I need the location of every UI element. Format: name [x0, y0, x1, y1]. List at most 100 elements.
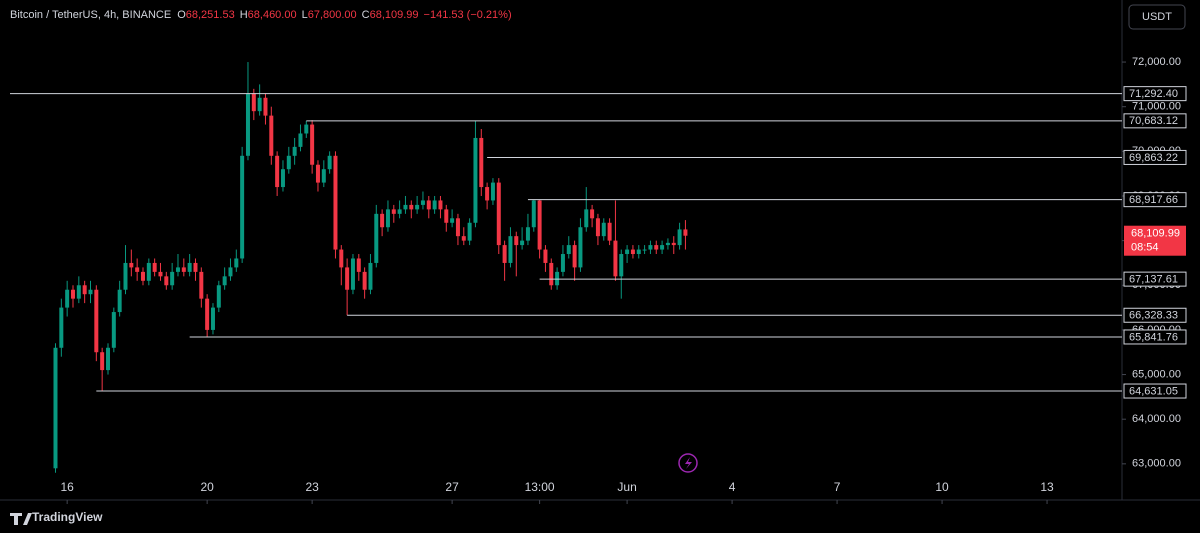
candle-body	[152, 262, 157, 272]
y-tick-label: 72,000.00	[1132, 56, 1181, 68]
level-label: 68,917.66	[1129, 194, 1178, 206]
symbol: Bitcoin / TetherUS, 4h, BINANCE	[10, 9, 171, 21]
x-tick-label: Jun	[617, 480, 636, 494]
x-tick-label: 7	[834, 480, 841, 494]
x-tick-label: 10	[935, 480, 949, 494]
candle-body	[595, 218, 600, 237]
x-tick-label: 4	[729, 480, 736, 494]
candle-body	[368, 262, 373, 290]
y-tick-label: 65,000.00	[1132, 368, 1181, 380]
candle-body	[350, 258, 355, 290]
legend-header: Bitcoin / TetherUS, 4h, BINANCE O 68,251.…	[10, 9, 512, 21]
candle-body	[76, 285, 81, 299]
level-label: 64,631.05	[1129, 385, 1178, 397]
candle-body	[415, 204, 420, 210]
candle-body	[245, 93, 250, 156]
candle-body	[100, 352, 105, 371]
candle-body	[257, 97, 262, 112]
level-label-box	[1123, 271, 1187, 287]
candle-body	[409, 204, 414, 210]
candle-body	[321, 169, 326, 183]
candle-body	[140, 271, 145, 281]
candle-body	[671, 242, 676, 246]
candle-body	[508, 236, 513, 263]
candle-body	[304, 124, 309, 134]
header-c: 68,109.99	[370, 9, 419, 21]
candle-body	[170, 271, 175, 286]
header-o: 68,251.53	[186, 9, 235, 21]
lightning-glyph	[685, 457, 692, 469]
candle-body	[158, 271, 163, 277]
candle-body	[683, 229, 688, 236]
candle-body	[216, 285, 221, 308]
y-tick-label: 64,000.00	[1132, 413, 1181, 425]
x-tick-label: 13	[1040, 480, 1054, 494]
candle-body	[327, 155, 332, 170]
header-h-label: H	[240, 9, 248, 21]
candle-body	[420, 200, 425, 205]
candle-body	[479, 137, 484, 188]
header-o-label: O	[177, 9, 186, 21]
x-tick-label: 16	[60, 480, 74, 494]
candle-body	[345, 267, 350, 290]
header-c-label: C	[362, 9, 370, 21]
candle-body	[269, 115, 274, 156]
level-label-box	[1123, 192, 1187, 208]
candle-body	[654, 245, 659, 250]
candle-body	[566, 245, 571, 255]
candle-body	[374, 213, 379, 263]
candle-body	[514, 236, 519, 246]
candle-body	[572, 245, 577, 268]
level-label-box	[1123, 383, 1187, 399]
candle-body	[362, 271, 367, 290]
level-label: 70,683.12	[1129, 115, 1178, 127]
candle-body	[403, 204, 408, 210]
candle-body	[607, 222, 612, 241]
candle-body	[339, 249, 344, 268]
candle-body	[438, 200, 443, 210]
level-label: 65,841.76	[1129, 331, 1178, 343]
candle-body	[520, 240, 525, 246]
level-label: 66,328.33	[1129, 310, 1178, 322]
candle-body	[175, 267, 180, 272]
candle-body	[590, 209, 595, 219]
candle-body	[391, 209, 396, 214]
candle-body	[426, 200, 431, 210]
candle-body	[543, 249, 548, 263]
candle-body	[677, 229, 682, 246]
candle-body	[298, 133, 303, 147]
currency-button[interactable]	[1128, 4, 1186, 30]
candle-body	[619, 254, 624, 277]
candle-body	[444, 209, 449, 223]
candle-body	[665, 242, 670, 246]
level-label: 69,863.22	[1129, 152, 1178, 164]
candle-body	[59, 307, 64, 348]
candle-body	[199, 271, 204, 299]
candle-body	[473, 137, 478, 223]
candle-body	[560, 254, 565, 272]
last-price-box	[1124, 225, 1186, 256]
candle-body	[228, 267, 233, 277]
candle-body	[251, 93, 256, 112]
candle-body	[82, 285, 87, 295]
candle-body	[94, 289, 99, 353]
currency[interactable]: USDT	[1142, 11, 1172, 23]
candle-body	[280, 169, 285, 188]
y-tick-label: 63,000.00	[1132, 458, 1181, 470]
header-h: 68,460.00	[248, 9, 297, 21]
x-tick-label: 27	[445, 480, 459, 494]
level-label-box	[1123, 149, 1187, 165]
candle-body	[660, 245, 665, 250]
candle-body	[234, 258, 239, 268]
candle-body	[193, 262, 198, 272]
candle-body	[455, 218, 460, 237]
candle-body	[432, 200, 437, 210]
candle-body	[613, 240, 618, 277]
level-label-box	[1123, 329, 1187, 345]
candle-body	[105, 347, 110, 371]
candle-body	[636, 249, 641, 255]
lightning-icon[interactable]	[678, 453, 698, 473]
candle-body	[555, 271, 560, 286]
